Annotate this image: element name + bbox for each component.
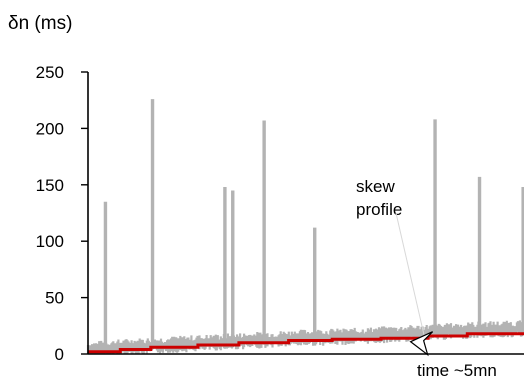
measured-series [86, 99, 524, 354]
y-ticks: 0 50 100 150 200 250 [36, 63, 88, 364]
axes [87, 72, 524, 355]
annotation-arrow-icon [409, 331, 434, 357]
y-tick-label-100: 100 [36, 232, 64, 251]
annotation-text-line-0: skew [356, 177, 395, 196]
y-tick-label-50: 50 [45, 289, 64, 308]
y-tick-label-0: 0 [55, 345, 64, 364]
annotations: skew profile [356, 177, 434, 357]
annotation-leader [395, 212, 426, 338]
annotation-text-line-1: profile [356, 200, 402, 219]
y-axis-label: δn (ms) [8, 13, 72, 34]
y-tick-label-250: 250 [36, 63, 64, 82]
y-tick-label-150: 150 [36, 176, 64, 195]
x-axis-label: time ~5mn [417, 361, 497, 380]
y-tick-label-200: 200 [36, 119, 64, 138]
